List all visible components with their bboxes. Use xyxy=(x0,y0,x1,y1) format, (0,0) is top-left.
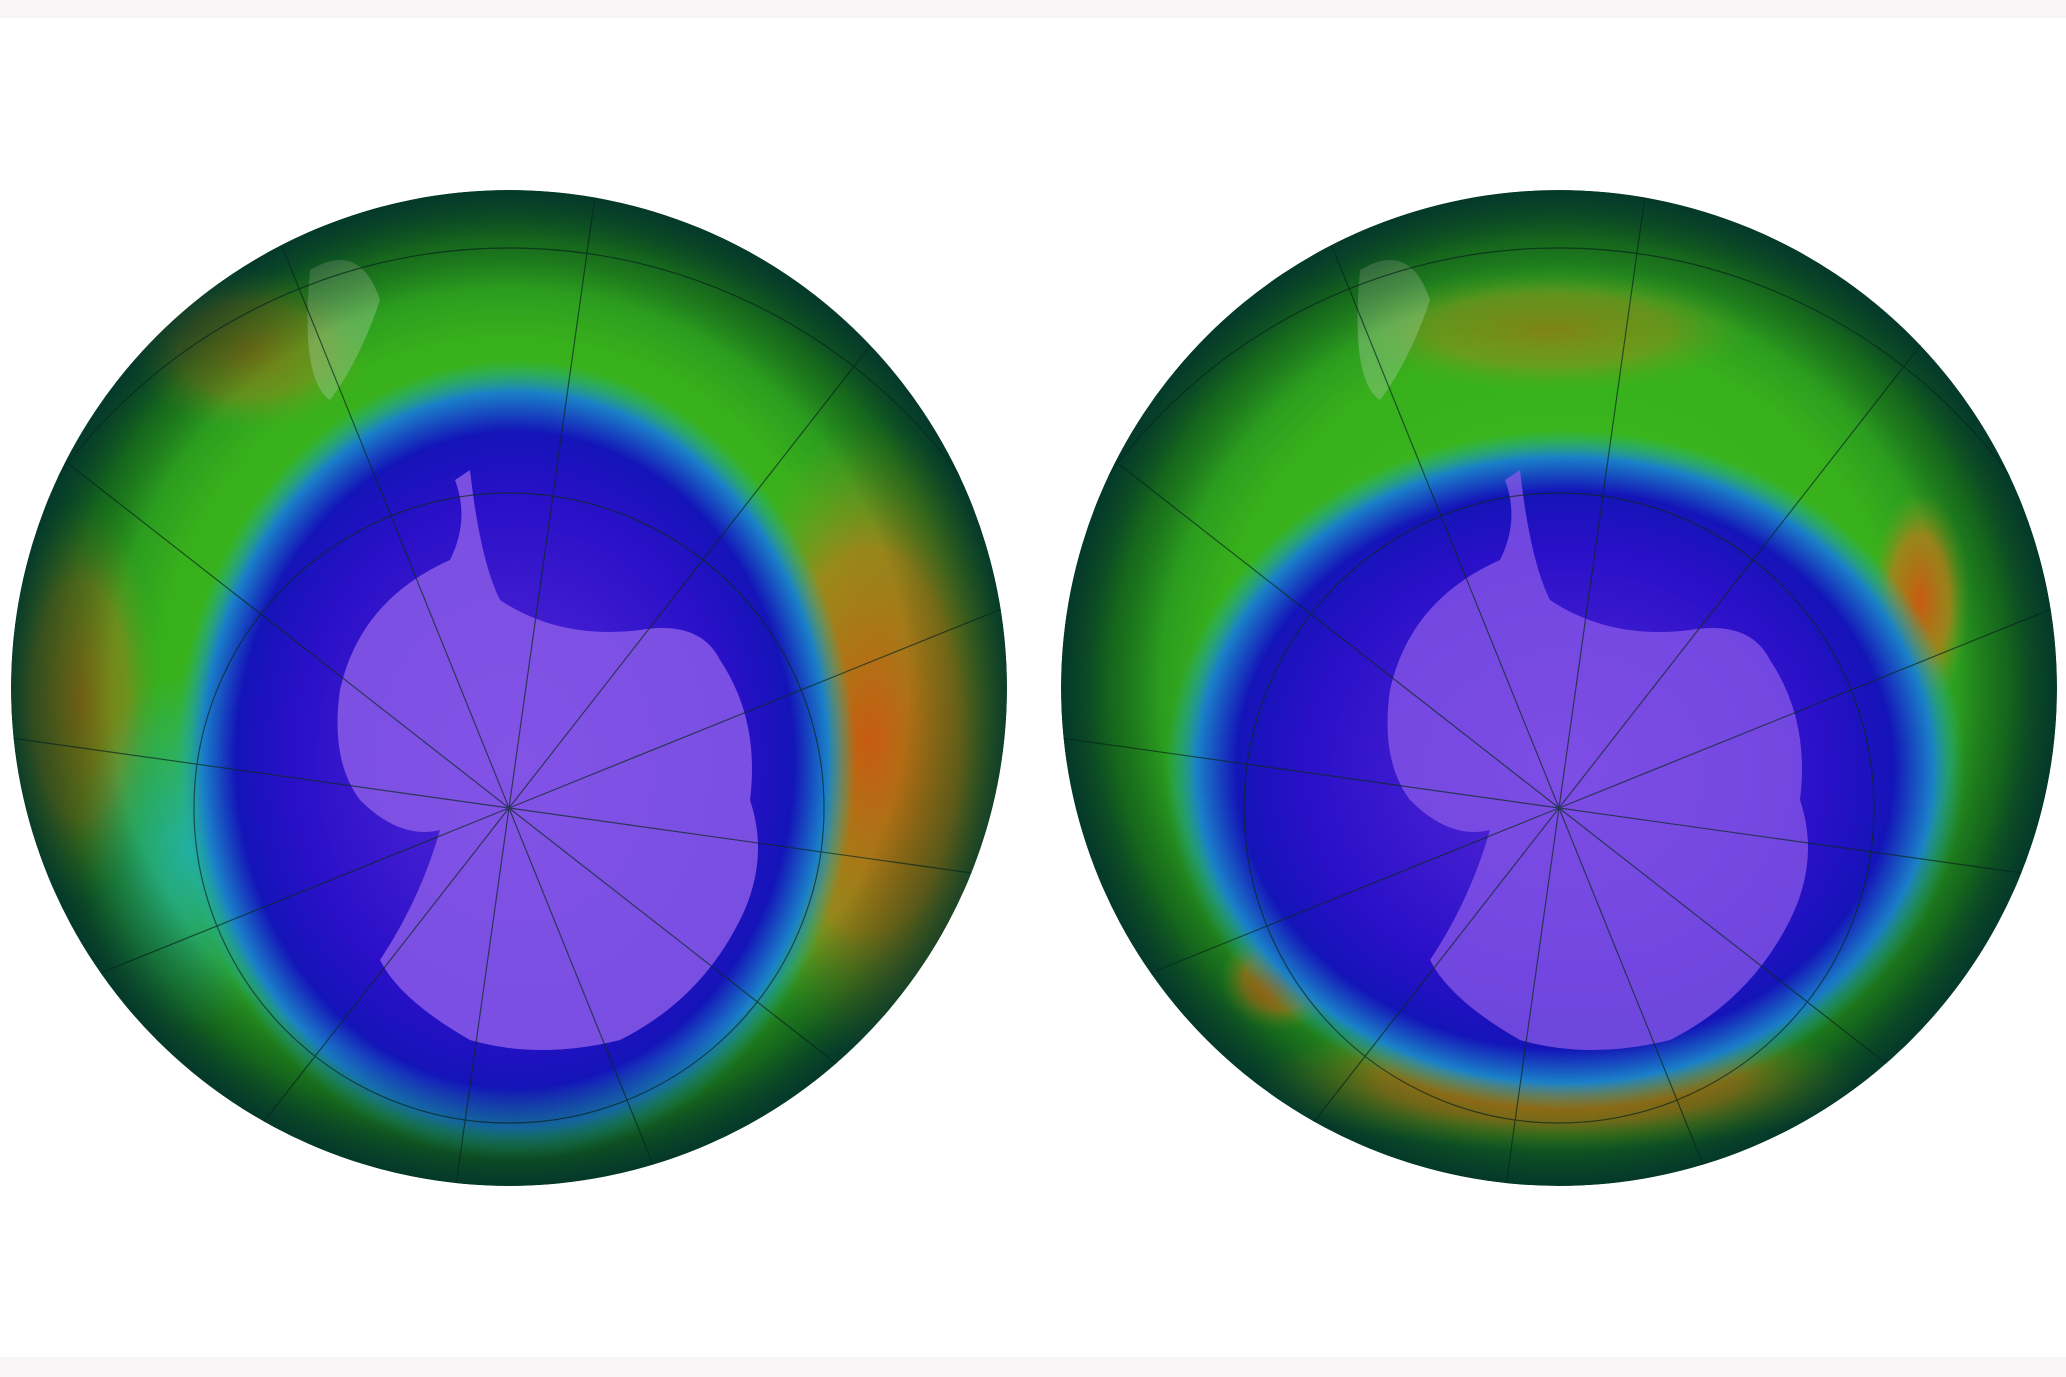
left-globe xyxy=(11,190,1007,1186)
right-globe xyxy=(1061,190,2057,1186)
top-border xyxy=(0,0,2066,18)
bottom-border xyxy=(0,1357,2066,1377)
